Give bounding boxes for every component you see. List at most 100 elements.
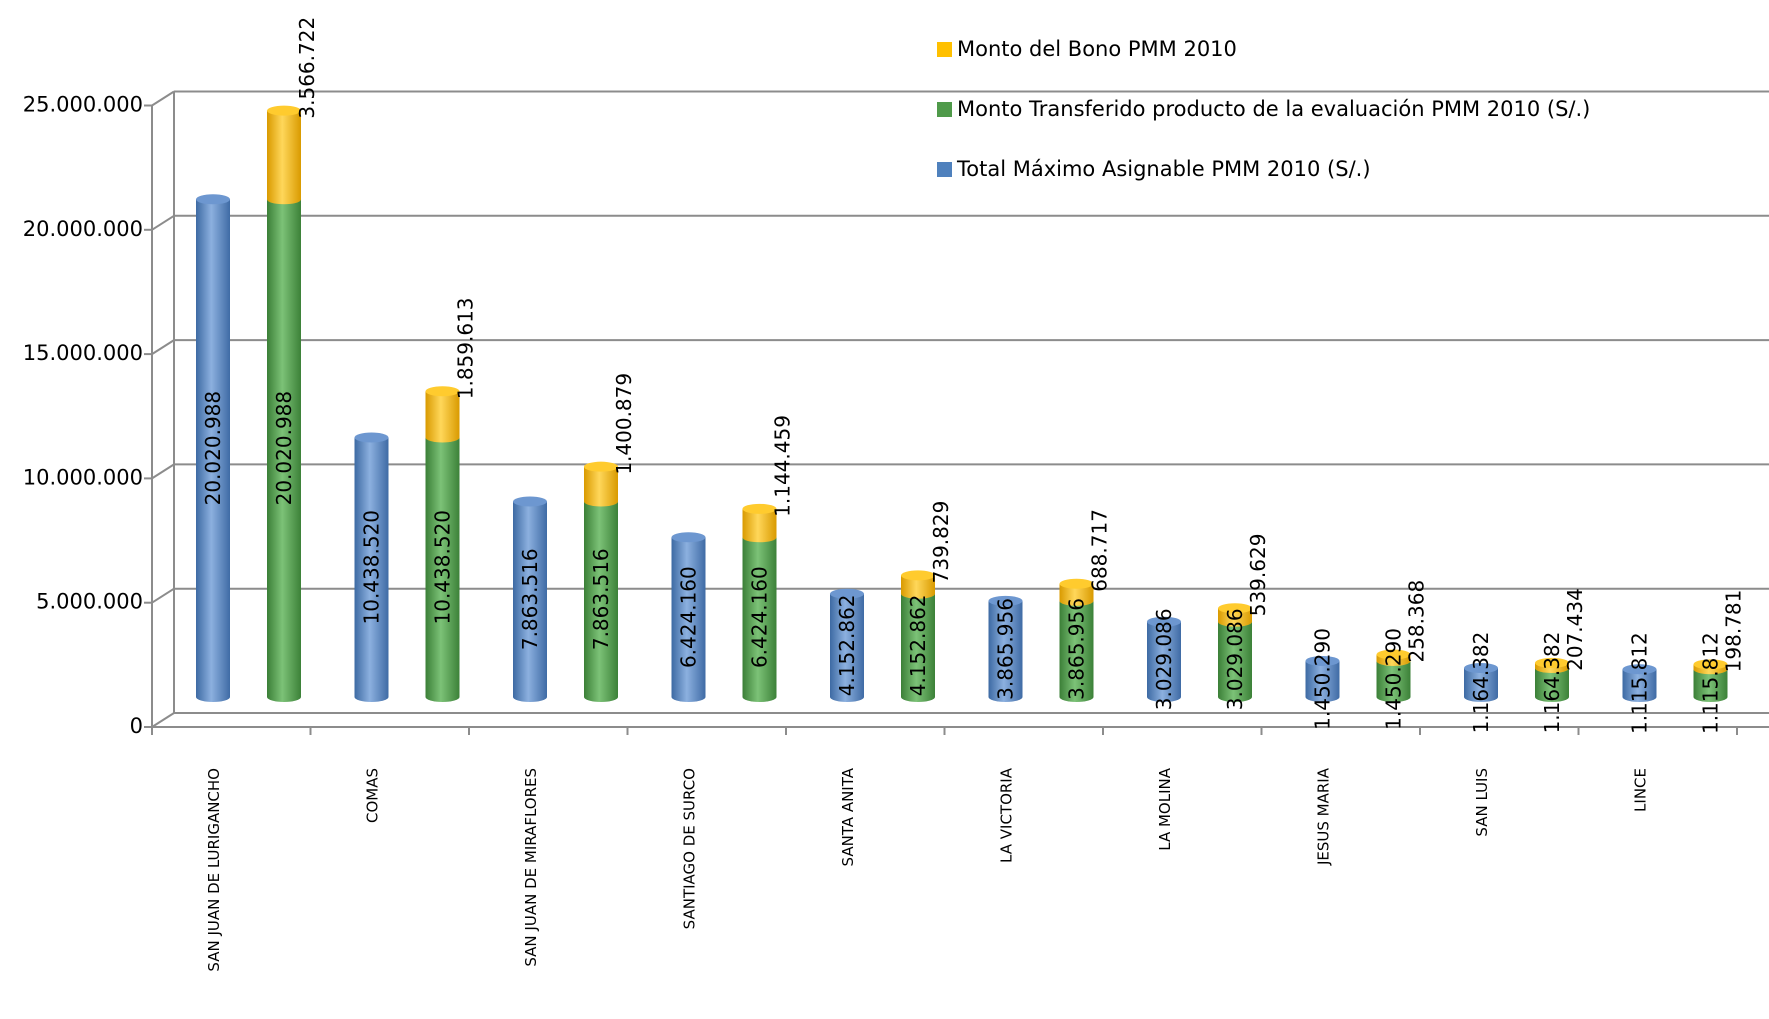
bar-total-maximo-body [1147, 621, 1181, 702]
data-label-bono: 198.781 [1722, 590, 1746, 673]
bar-monto-bono-top [742, 503, 777, 514]
bar-monto-bono [1693, 659, 1728, 675]
bar-total-maximo-top [1464, 663, 1498, 674]
y-tick-label: 5.000.000 [36, 590, 143, 614]
bar-monto-bono-body [901, 575, 935, 599]
bar-monto-transferido-body [1693, 669, 1728, 703]
bar-total-maximo-top [830, 588, 864, 599]
gridline-side [151, 339, 175, 355]
bar-monto-bono-body [1059, 583, 1094, 606]
data-label-total: 4.152.862 [835, 594, 859, 696]
bar-monto-transferido-body [1535, 668, 1569, 702]
bars [196, 105, 1728, 703]
bar-total-maximo-top [1147, 616, 1181, 627]
bar-monto-bono [742, 503, 777, 543]
x-tick-label: SANTIAGO DE SURCO [681, 768, 699, 929]
data-label-transferido: 3.865.956 [1065, 598, 1089, 700]
bar-monto-bono [1535, 657, 1569, 674]
gridline-side [151, 214, 175, 231]
bar-total-maximo [671, 532, 706, 703]
bar-total-maximo-top [671, 532, 706, 543]
legend: Monto del Bono PMM 2010 Monto Transferido… [937, 37, 1590, 181]
bar-monto-bono-body [1218, 608, 1252, 627]
data-label-bono: 207.434 [1563, 588, 1587, 671]
bar-total-maximo-top [354, 432, 389, 443]
y-tick-label: 0 [130, 714, 143, 738]
legend-label: Monto del Bono PMM 2010 [957, 37, 1237, 61]
bar-total-maximo-body [513, 501, 547, 702]
bar-monto-bono [1059, 578, 1094, 606]
x-tick-label: JESUS MARIA [1315, 767, 1333, 866]
bar-monto-bono [901, 570, 935, 599]
x-tick-label: SANTA ANITA [839, 767, 857, 866]
bar-monto-transferido-body [267, 199, 301, 702]
data-label-total: 1.115.812 [1628, 632, 1652, 734]
data-label-total: 1.164.382 [1469, 632, 1493, 734]
bar-total-maximo [1305, 655, 1340, 703]
bar-total-maximo [1464, 663, 1498, 702]
y-tick-label: 15.000.000 [23, 341, 143, 365]
data-label-bono: 1.144.459 [771, 415, 795, 517]
bar-monto-transferido-body [584, 501, 618, 702]
bar-monto-bono-top [1535, 657, 1569, 668]
x-tick-label: LA VICTORIA [998, 767, 1016, 863]
bar-total-maximo-body [830, 593, 864, 702]
bar-total-maximo [988, 595, 1023, 703]
x-tick-label: LA MOLINA [1156, 767, 1174, 850]
data-label-bono: 1.859.613 [454, 297, 478, 399]
bar-monto-bono-body [742, 508, 777, 543]
bar-monto-bono-top [1376, 649, 1411, 660]
x-tick-label: SAN LUIS [1473, 768, 1491, 837]
bar-monto-bono-body [425, 391, 460, 443]
y-tick-label: 10.000.000 [23, 465, 143, 489]
y-axis-tick-labels: 0 5.000.000 10.000.000 15.000.000 20.000.000… [23, 93, 143, 739]
bar-total-maximo-body [1464, 668, 1498, 702]
data-label-total: 3.865.956 [994, 598, 1018, 700]
legend-label: Monto Transferido producto de la evaluac… [957, 97, 1590, 121]
bar-monto-transferido-body [1059, 600, 1094, 703]
bar-total-maximo [1147, 616, 1181, 702]
bar-total-maximo [1622, 664, 1657, 703]
gridline-side [151, 587, 175, 604]
bar-total-maximo-top [1622, 664, 1657, 675]
data-label-bono: 739.829 [929, 501, 953, 584]
data-label-transferido: 4.152.862 [906, 594, 930, 696]
bar-monto-transferido-body [1218, 621, 1252, 702]
bar-monto-transferido-body [425, 437, 460, 703]
data-label-transferido: 1.450.290 [1382, 628, 1406, 730]
data-label-bono: 1.400.879 [612, 373, 636, 475]
bar-total-maximo-body [988, 600, 1023, 703]
bar-total-maximo-top [1305, 655, 1340, 666]
x-tick-label: SAN JUAN DE MIRAFLORES [522, 768, 540, 967]
data-label-transferido: 10.438.520 [431, 510, 455, 625]
bar-monto-bono [425, 386, 460, 443]
bar-total-maximo-top [196, 194, 230, 205]
bar-monto-transferido-body [1376, 660, 1411, 703]
bar-total-maximo [830, 588, 864, 702]
x-tick-label: COMAS [364, 768, 382, 823]
bar-monto-bono-top [1693, 659, 1728, 670]
gridline-side [151, 712, 175, 728]
data-label-total: 10.438.520 [360, 510, 384, 625]
data-label-total: 1.450.290 [1311, 628, 1335, 730]
gridline-side [151, 463, 175, 480]
legend-swatch [937, 42, 952, 57]
y-tick-label: 25.000.000 [23, 93, 143, 117]
x-axis-tick-labels: SAN JUAN DE LURIGANCHO COMAS SAN JUAN DE M… [151, 727, 1738, 972]
data-label-transferido: 1.164.382 [1540, 632, 1564, 734]
bar-monto-bono-top [267, 105, 301, 116]
data-label-total: 7.863.516 [518, 548, 542, 650]
data-label-transferido: 3.029.086 [1223, 608, 1247, 710]
bar-monto-bono-top [584, 461, 618, 472]
data-label-bono: 539.629 [1246, 534, 1270, 617]
bar-monto-bono [1376, 649, 1411, 666]
bar-total-maximo [196, 194, 230, 702]
data-label-total: 20.020.988 [201, 391, 225, 506]
bar-total-maximo-body [1622, 669, 1657, 703]
bar-monto-bono-body [267, 110, 301, 205]
bar-monto-bono [267, 105, 301, 205]
data-label-bono: 258.368 [1405, 580, 1429, 663]
data-label-bono: 688.717 [1088, 509, 1112, 592]
bar-total-maximo [354, 432, 389, 703]
